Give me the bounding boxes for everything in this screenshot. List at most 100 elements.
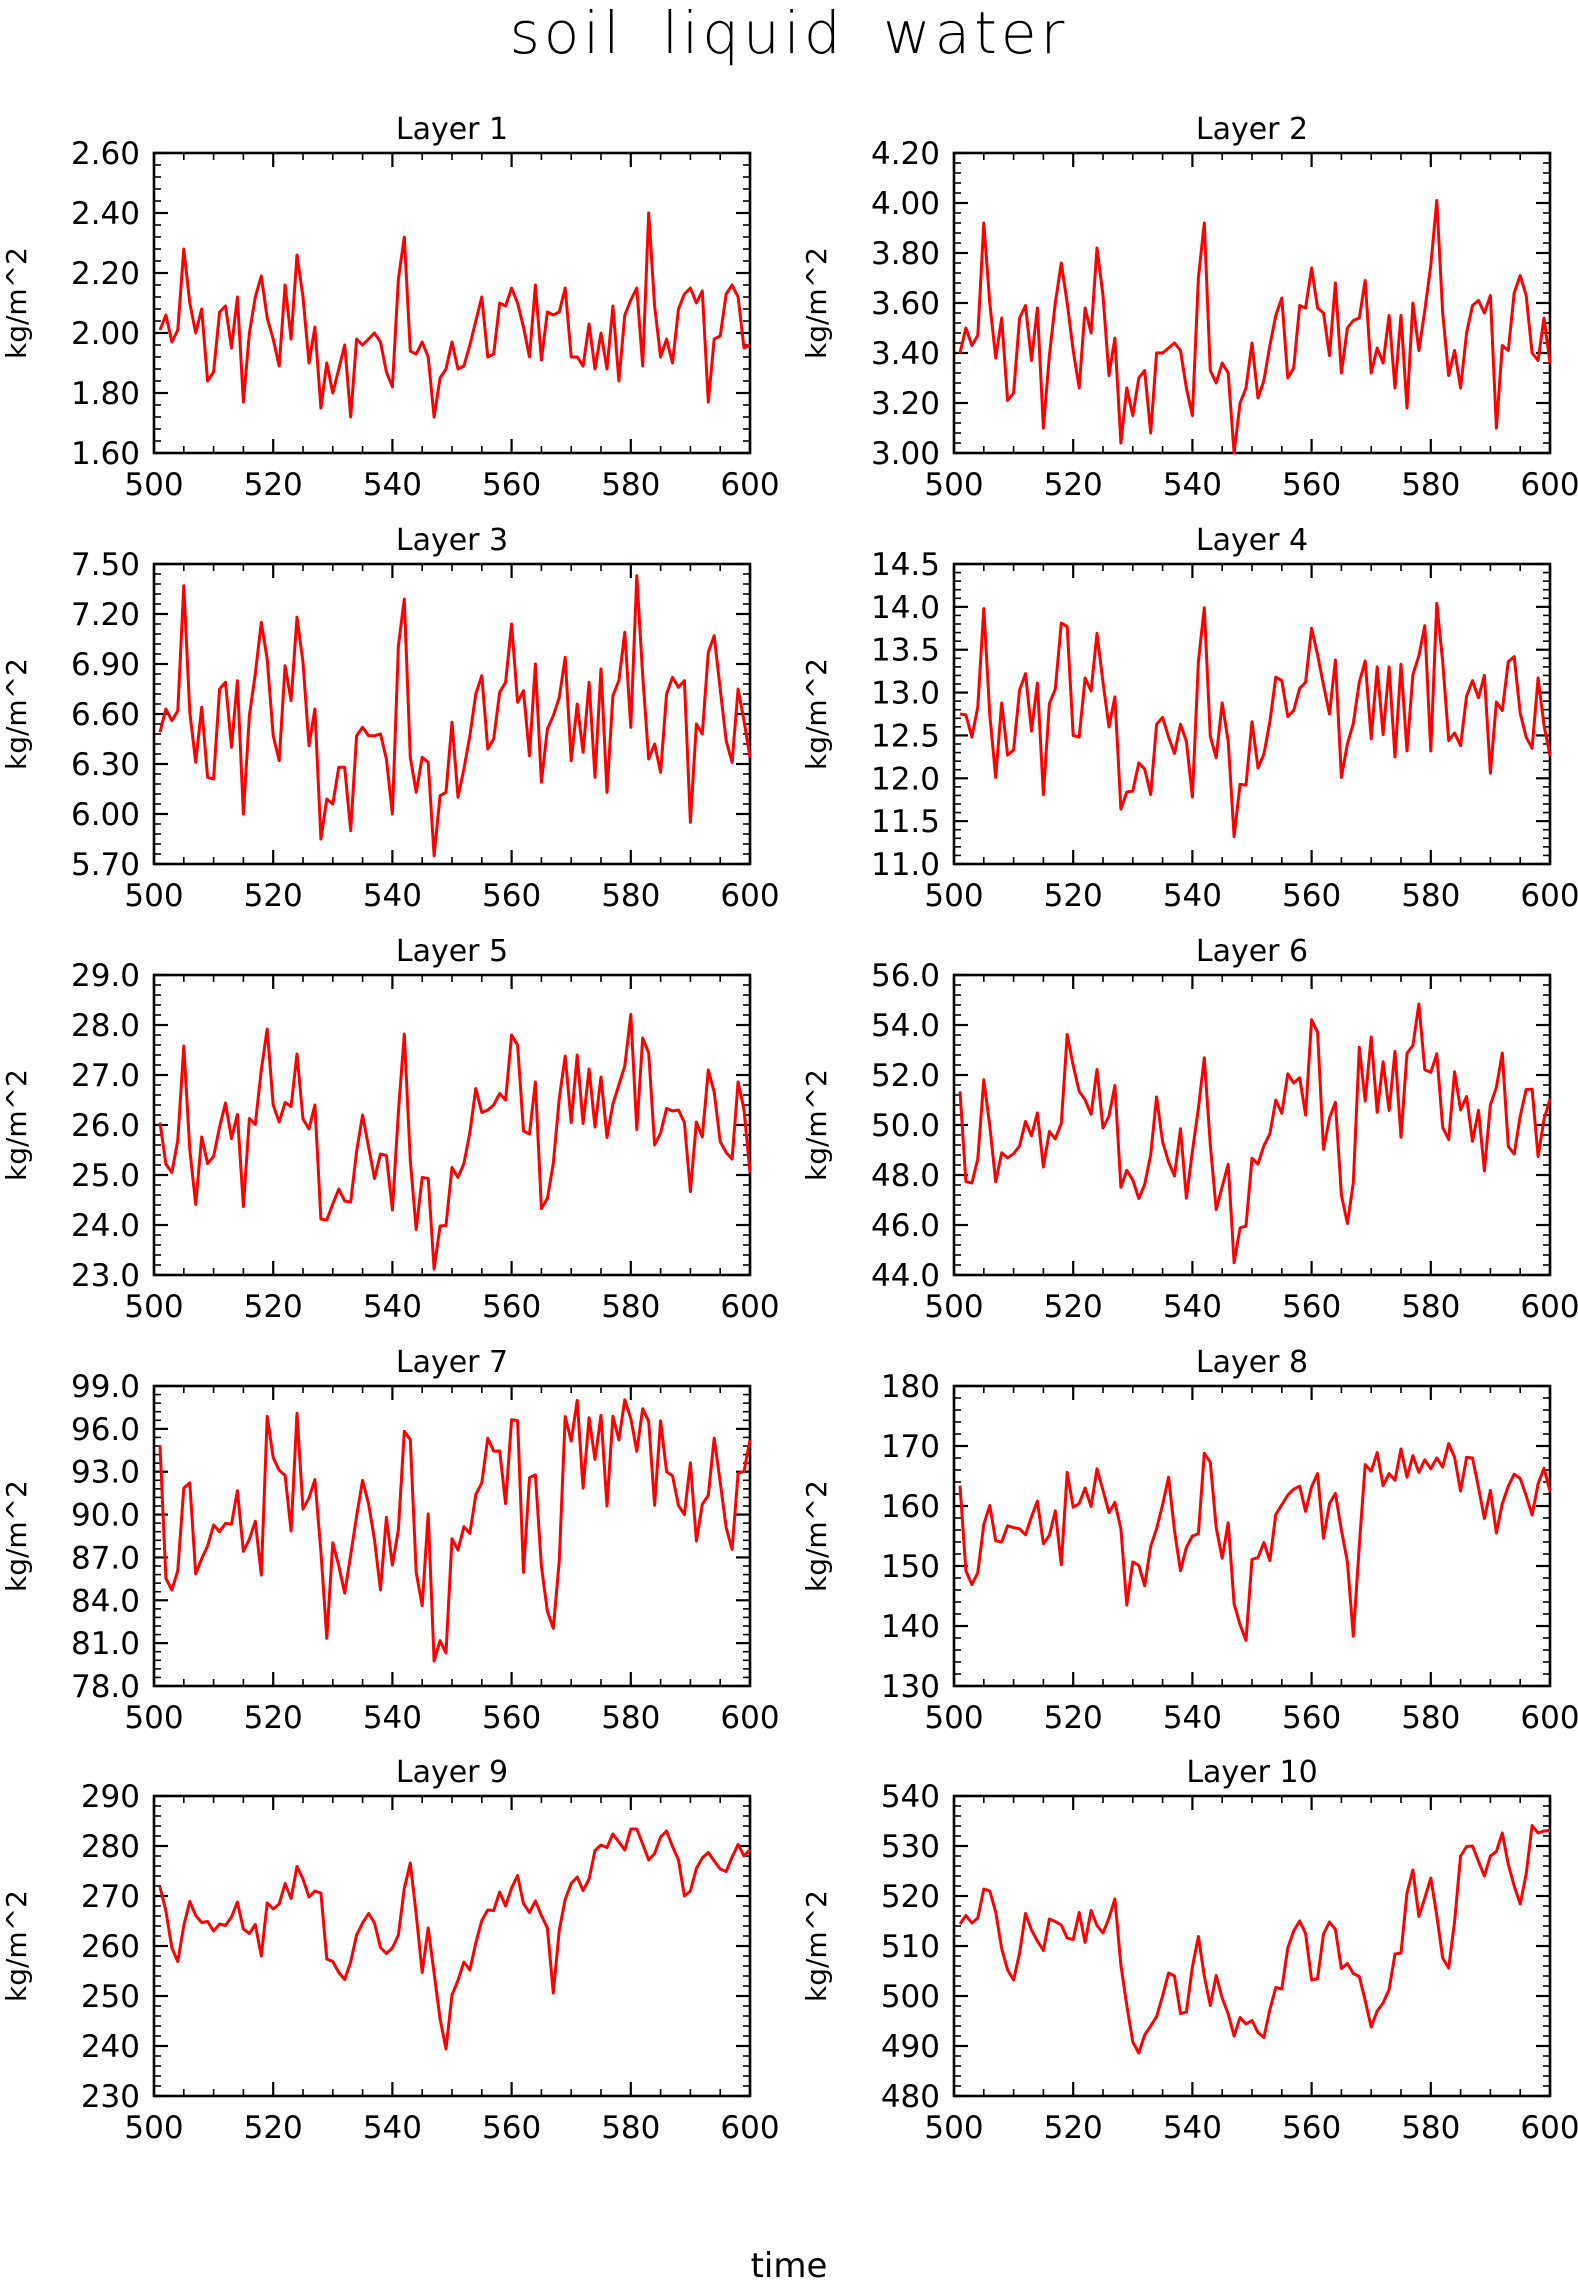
y-tick-label: 2.40 <box>71 196 140 232</box>
y-tick-label: 150 <box>881 1549 940 1585</box>
series-line <box>158 574 752 858</box>
x-tick-label: 500 <box>924 1700 983 1736</box>
x-tick-label: 580 <box>601 2110 660 2146</box>
y-tick-label: 240 <box>81 2029 140 2065</box>
x-tick-label: 520 <box>1044 878 1103 914</box>
y-tick-label: 130 <box>881 1669 940 1705</box>
y-tick-label: 29.0 <box>71 958 140 994</box>
layer-panel: Layer 6 kg/m^2 44.0 46.0 48.0 50.0 52.0 54.0 56.… <box>800 934 1578 1325</box>
x-tick-label: 500 <box>124 1700 183 1736</box>
series-line <box>158 211 751 419</box>
x-tick-label: 600 <box>720 1700 779 1736</box>
y-tick-label: 230 <box>81 2079 140 2115</box>
y-tick-label: 1.80 <box>71 376 140 412</box>
y-tick-label: 5.70 <box>71 847 140 883</box>
y-tick-label: 250 <box>81 1979 140 2015</box>
y-axis-label: kg/m^2 <box>800 1890 833 2002</box>
y-tick-label: 48.0 <box>871 1158 940 1194</box>
x-tick-label: 600 <box>1520 467 1578 503</box>
y-tick-label: 480 <box>881 2079 940 2115</box>
x-tick-label: 580 <box>1401 2110 1460 2146</box>
y-axis-label: kg/m^2 <box>0 1480 33 1592</box>
y-tick-label: 87.0 <box>71 1540 140 1576</box>
y-tick-label: 93.0 <box>71 1455 140 1491</box>
y-tick-label: 24.0 <box>71 1208 140 1244</box>
panel-title: Layer 9 <box>396 1755 508 1790</box>
plot-frame <box>152 151 752 455</box>
y-tick-label: 1.60 <box>71 436 140 472</box>
panel-title: Layer 3 <box>396 523 508 558</box>
x-tick-label: 520 <box>244 1289 303 1325</box>
layer-panel: Layer 9 kg/m^2 230 240 250 260 270 280 290 500 520… <box>0 1755 780 2146</box>
layer-panel: Layer 7 kg/m^2 78.0 81.0 84.0 87.0 90.0 93.0 96.… <box>0 1345 780 1736</box>
y-tick-label: 96.0 <box>71 1412 140 1448</box>
x-tick-label: 520 <box>1044 467 1103 503</box>
y-axis-label: kg/m^2 <box>0 1069 33 1181</box>
plot-frame <box>952 973 1552 1277</box>
y-tick-label: 270 <box>81 1879 140 1915</box>
x-tick-label: 520 <box>1044 1700 1103 1736</box>
y-tick-label: 28.0 <box>71 1008 140 1044</box>
x-tick-label: 520 <box>1044 2110 1103 2146</box>
y-tick-label: 27.0 <box>71 1058 140 1094</box>
y-tick-label: 6.90 <box>71 647 140 683</box>
x-tick-label: 560 <box>482 878 541 914</box>
panel-title: Layer 8 <box>1196 1345 1308 1380</box>
layer-panel: Layer 8 kg/m^2 130 140 150 160 170 180 500 520 540… <box>800 1345 1578 1736</box>
panel-title: Layer 10 <box>1186 1755 1317 1790</box>
x-tick-label: 560 <box>482 467 541 503</box>
x-tick-label: 540 <box>363 2110 422 2146</box>
series-line <box>959 601 1552 839</box>
series-line <box>158 1013 752 1271</box>
series-line <box>958 1002 1552 1265</box>
y-tick-label: 3.00 <box>871 436 940 472</box>
x-tick-label: 520 <box>244 878 303 914</box>
y-tick-label: 3.20 <box>871 386 940 422</box>
x-tick-label: 500 <box>924 467 983 503</box>
y-tick-label: 2.00 <box>71 316 140 352</box>
layer-panel: Layer 5 kg/m^2 23.0 24.0 25.0 26.0 27.0 28.0 29.… <box>0 934 780 1325</box>
y-tick-label: 280 <box>81 1829 140 1865</box>
x-tick-label: 520 <box>1044 1289 1103 1325</box>
y-tick-label: 510 <box>881 1929 940 1965</box>
layer-panel: Layer 4 kg/m^2 11.0 11.5 12.0 12.5 13.0 13.5 14.… <box>800 523 1578 914</box>
x-tick-label: 540 <box>363 467 422 503</box>
y-tick-label: 99.0 <box>71 1369 140 1405</box>
y-axis-label: kg/m^2 <box>0 658 33 770</box>
x-tick-label: 580 <box>601 467 660 503</box>
y-tick-label: 14.0 <box>871 590 940 626</box>
x-tick-label: 500 <box>124 878 183 914</box>
y-tick-label: 26.0 <box>71 1108 140 1144</box>
y-tick-label: 140 <box>881 1609 940 1645</box>
x-tick-label: 580 <box>601 1289 660 1325</box>
y-tick-label: 52.0 <box>871 1058 940 1094</box>
x-tick-label: 580 <box>1401 878 1460 914</box>
x-tick-label: 540 <box>363 878 422 914</box>
y-tick-label: 4.20 <box>871 136 940 172</box>
y-tick-label: 54.0 <box>871 1008 940 1044</box>
y-tick-label: 6.60 <box>71 697 140 733</box>
y-tick-label: 7.20 <box>71 597 140 633</box>
panel-title: Layer 2 <box>1196 112 1308 147</box>
x-tick-label: 500 <box>924 2110 983 2146</box>
layer-panel: Layer 2 kg/m^2 3.00 3.20 3.40 3.60 3.80 4.00 4.2… <box>800 112 1578 503</box>
x-tick-label: 500 <box>924 878 983 914</box>
y-tick-label: 13.5 <box>871 633 940 669</box>
x-tick-label: 520 <box>244 467 303 503</box>
y-tick-label: 3.60 <box>871 286 940 322</box>
x-tick-label: 500 <box>124 467 183 503</box>
x-tick-label: 540 <box>363 1289 422 1325</box>
layer-panel: Layer 10 kg/m^2 480 490 500 510 520 530 540 500 52… <box>800 1755 1578 2146</box>
x-tick-label: 500 <box>924 1289 983 1325</box>
x-tick-label: 580 <box>1401 467 1460 503</box>
y-tick-label: 260 <box>81 1929 140 1965</box>
x-tick-label: 560 <box>1282 1700 1341 1736</box>
x-tick-label: 540 <box>1163 2110 1222 2146</box>
y-tick-label: 50.0 <box>871 1108 940 1144</box>
y-tick-label: 500 <box>881 1979 940 2015</box>
panel-title: Layer 1 <box>396 112 508 147</box>
y-tick-label: 25.0 <box>71 1158 140 1194</box>
plot-frame <box>152 562 752 866</box>
x-tick-label: 600 <box>1520 2110 1578 2146</box>
x-tick-label: 560 <box>1282 878 1341 914</box>
